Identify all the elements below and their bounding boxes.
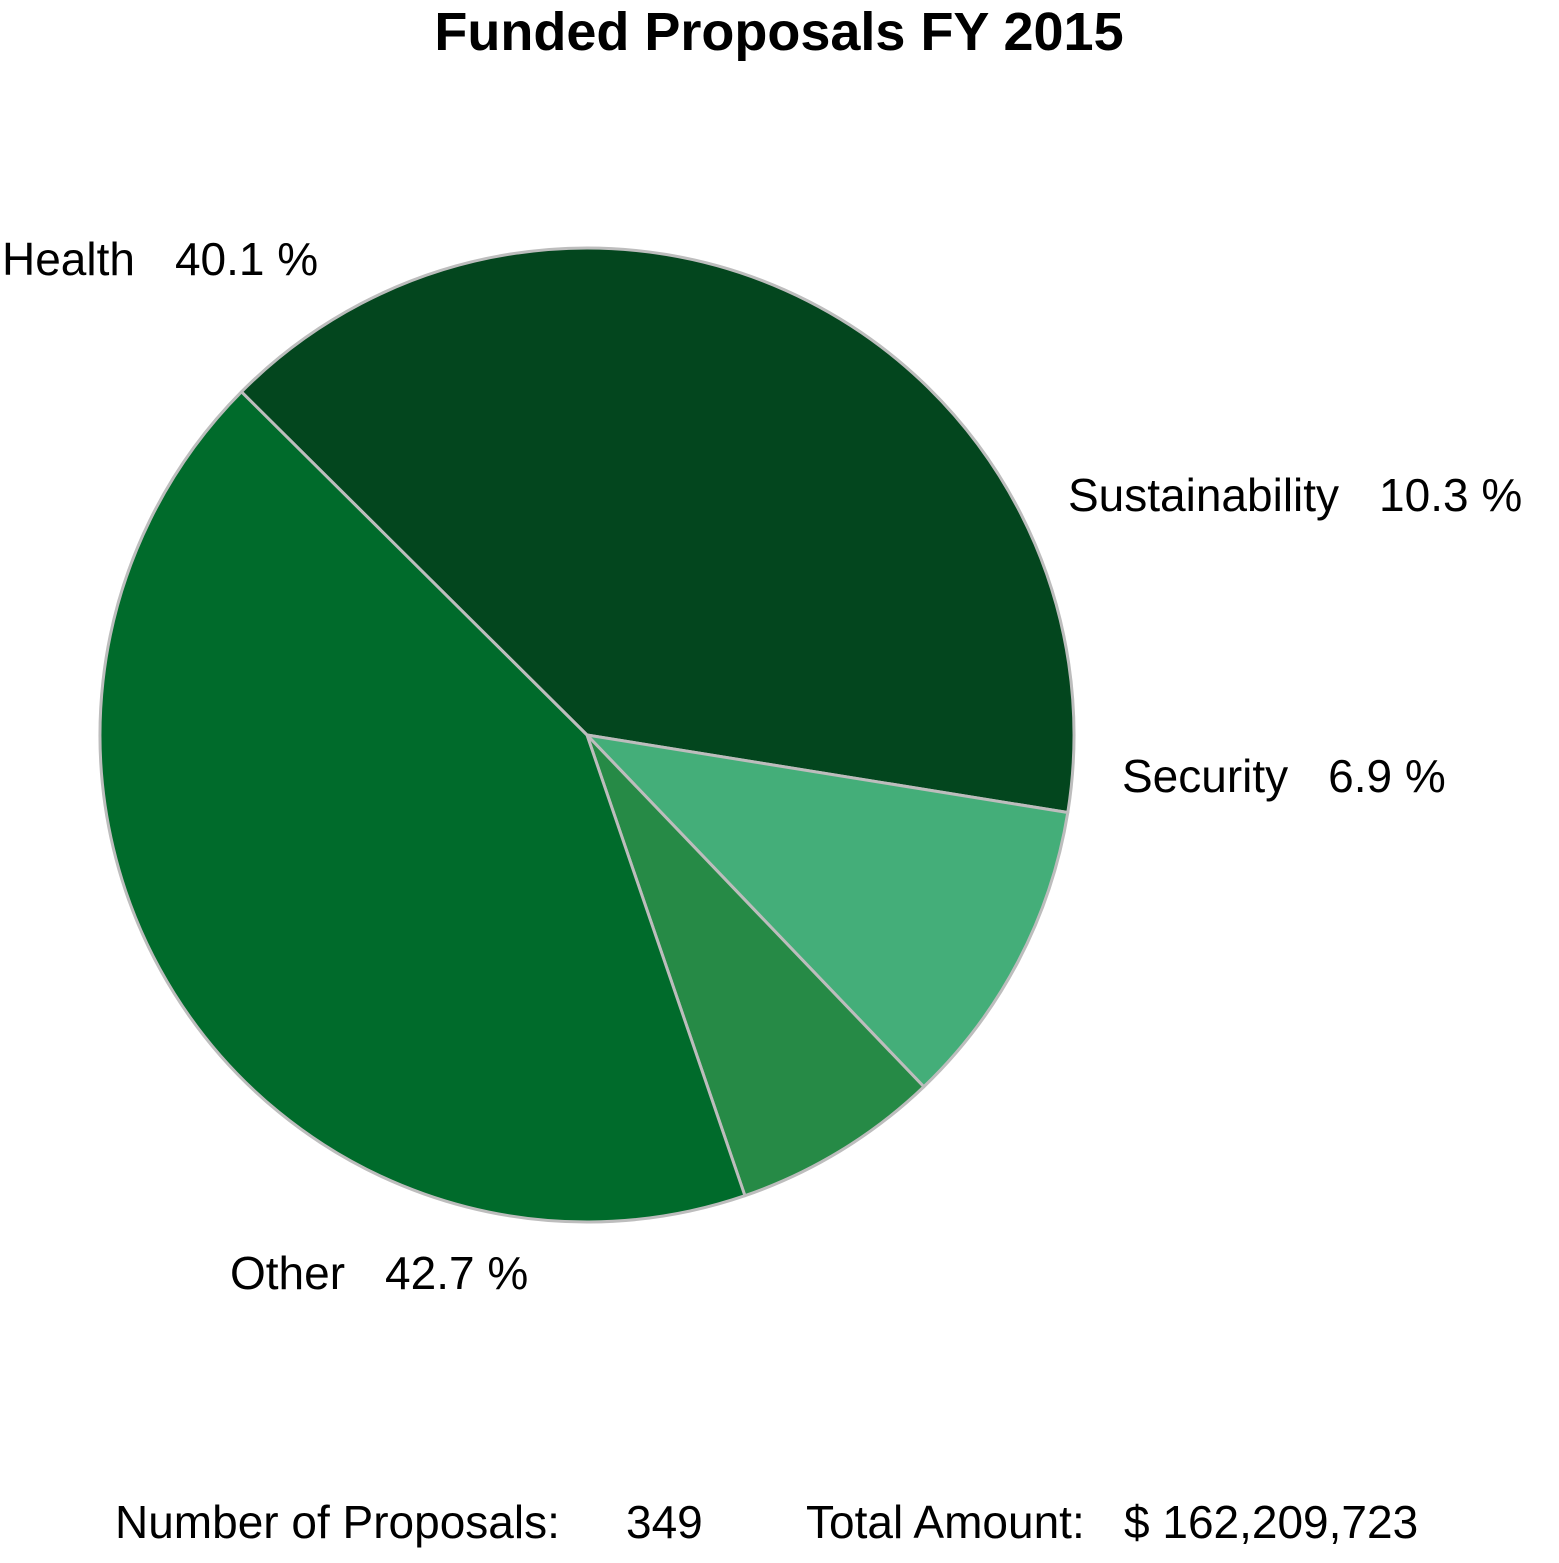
pie-slice-sustainability <box>585 733 1070 1089</box>
slice-label-security: Security 6.9 % <box>1122 750 1446 802</box>
pie-slice-other <box>98 390 747 1224</box>
slice-label-name: Security <box>1122 750 1288 802</box>
footer-amount-label: Total Amount: <box>806 1496 1085 1548</box>
slice-label-name: Other <box>230 1247 345 1299</box>
slice-label-name: Sustainability <box>1068 469 1339 521</box>
slice-label-value: 42.7 % <box>385 1247 528 1299</box>
slice-label-value: 10.3 % <box>1379 469 1522 521</box>
pie-slice-labels: Health 40.1 % Sustainability 10.3 % Security… <box>2 233 1522 1299</box>
pie-slice-security <box>585 733 926 1198</box>
slice-label-value: 40.1 % <box>175 233 318 285</box>
pie-slice-health <box>239 246 1076 815</box>
footer-proposals-value: 349 <box>626 1496 703 1548</box>
slice-label-sustainability: Sustainability 10.3 % <box>1068 469 1522 521</box>
footer-amount-value: $ 162,209,723 <box>1124 1496 1418 1548</box>
slice-label-name: Health <box>2 233 135 285</box>
chart-title: Funded Proposals FY 2015 <box>434 2 1123 62</box>
slice-label-value: 6.9 % <box>1328 750 1446 802</box>
pie-slices <box>98 246 1076 1224</box>
footer-proposals-label: Number of Proposals: <box>115 1496 560 1548</box>
slice-label-health: Health 40.1 % <box>2 233 318 285</box>
slice-label-other: Other 42.7 % <box>230 1247 528 1299</box>
